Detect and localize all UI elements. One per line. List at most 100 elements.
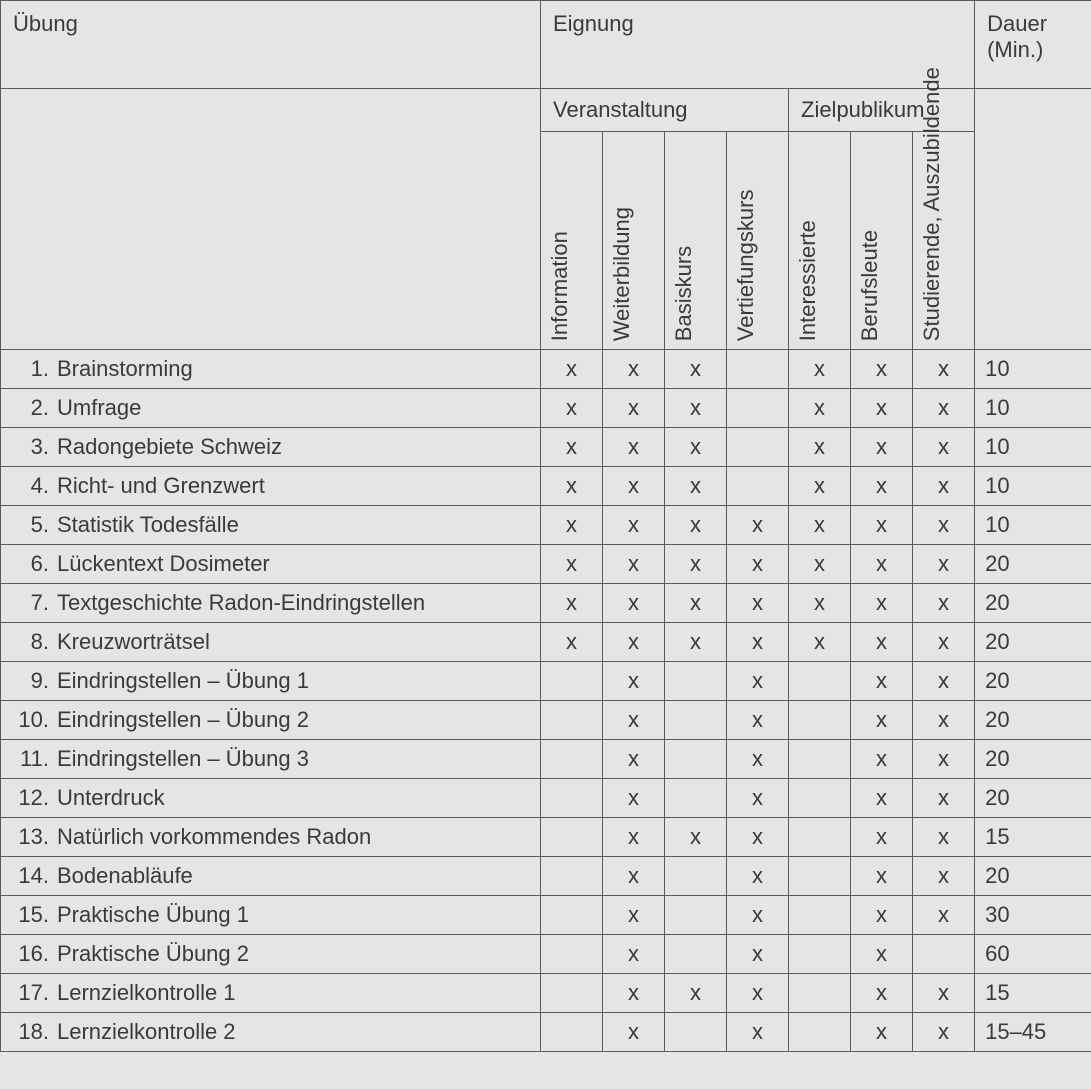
mark-cell: x — [851, 739, 913, 778]
col-studierende: Studierende, Auszubildende — [913, 131, 975, 349]
table-row: 17.Lernzielkontrolle 1xxxxx15 — [1, 973, 1091, 1012]
exercise-name: 5.Statistik Todesfälle — [1, 505, 541, 544]
table-row: 14.Bodenabläufexxxx20 — [1, 856, 1091, 895]
mark-cell: x — [727, 778, 789, 817]
mark-cell: x — [665, 388, 727, 427]
duration-cell: 10 — [975, 388, 1091, 427]
table-row: 1.Brainstormingxxxxxx10 — [1, 349, 1091, 388]
mark-cell: x — [603, 466, 665, 505]
mark-cell: x — [913, 661, 975, 700]
duration-cell: 20 — [975, 700, 1091, 739]
exercise-number: 15. — [5, 902, 49, 928]
exercise-name: 7.Textgeschichte Radon-Eindringstellen — [1, 583, 541, 622]
mark-cell — [665, 661, 727, 700]
exercise-title: Eindringstellen – Übung 1 — [49, 668, 309, 693]
mark-cell — [789, 1012, 851, 1051]
exercise-number: 14. — [5, 863, 49, 889]
mark-cell: x — [851, 427, 913, 466]
col-header-duration: Dauer (Min.) — [975, 1, 1091, 89]
duration-cell: 60 — [975, 934, 1091, 973]
mark-cell — [541, 778, 603, 817]
exercise-name: 18.Lernzielkontrolle 2 — [1, 1012, 541, 1051]
mark-cell: x — [851, 466, 913, 505]
exercise-number: 1. — [5, 356, 49, 382]
mark-cell: x — [913, 700, 975, 739]
table-row: 10.Eindringstellen – Übung 2xxxx20 — [1, 700, 1091, 739]
mark-cell: x — [603, 778, 665, 817]
mark-cell: x — [913, 388, 975, 427]
exercise-name: 12.Unterdruck — [1, 778, 541, 817]
mark-cell: x — [665, 505, 727, 544]
exercise-number: 3. — [5, 434, 49, 460]
exercise-title: Praktische Übung 1 — [49, 902, 249, 927]
exercise-name: 8.Kreuzworträtsel — [1, 622, 541, 661]
mark-cell: x — [665, 817, 727, 856]
col-basiskurs: Basiskurs — [665, 131, 727, 349]
mark-cell: x — [727, 505, 789, 544]
mark-cell — [913, 934, 975, 973]
mark-cell: x — [851, 505, 913, 544]
table-row: 9.Eindringstellen – Übung 1xxxx20 — [1, 661, 1091, 700]
exercise-name: 1.Brainstorming — [1, 349, 541, 388]
exercise-title: Praktische Übung 2 — [49, 941, 249, 966]
duration-cell: 20 — [975, 778, 1091, 817]
mark-cell — [665, 934, 727, 973]
duration-cell: 20 — [975, 661, 1091, 700]
duration-cell: 20 — [975, 739, 1091, 778]
exercise-title: Eindringstellen – Übung 3 — [49, 746, 309, 771]
mark-cell — [789, 934, 851, 973]
mark-cell: x — [913, 466, 975, 505]
mark-cell — [541, 895, 603, 934]
mark-cell: x — [913, 505, 975, 544]
mark-cell: x — [851, 856, 913, 895]
mark-cell: x — [913, 622, 975, 661]
exercise-title: Umfrage — [49, 395, 141, 420]
duration-cell: 10 — [975, 349, 1091, 388]
mark-cell: x — [789, 388, 851, 427]
mark-cell: x — [665, 544, 727, 583]
exercise-name: 14.Bodenabläufe — [1, 856, 541, 895]
table-body: 1.Brainstormingxxxxxx102.Umfragexxxxxx10… — [1, 349, 1091, 1051]
mark-cell: x — [541, 505, 603, 544]
exercise-title: Bodenabläufe — [49, 863, 193, 888]
mark-cell — [727, 466, 789, 505]
mark-cell — [665, 1012, 727, 1051]
mark-cell: x — [851, 349, 913, 388]
mark-cell: x — [727, 622, 789, 661]
exercise-name: 10.Eindringstellen – Übung 2 — [1, 700, 541, 739]
mark-cell: x — [727, 934, 789, 973]
mark-cell — [789, 661, 851, 700]
table-row: 16.Praktische Übung 2xxx60 — [1, 934, 1091, 973]
exercise-title: Natürlich vorkommendes Radon — [49, 824, 371, 849]
table-row: 4.Richt- und Grenzwertxxxxxx10 — [1, 466, 1091, 505]
exercise-number: 9. — [5, 668, 49, 694]
mark-cell — [727, 388, 789, 427]
mark-cell — [541, 700, 603, 739]
mark-cell — [665, 778, 727, 817]
exercise-title: Eindringstellen – Übung 2 — [49, 707, 309, 732]
mark-cell: x — [913, 778, 975, 817]
mark-cell: x — [541, 388, 603, 427]
mark-cell: x — [603, 1012, 665, 1051]
mark-cell: x — [851, 934, 913, 973]
mark-cell: x — [603, 817, 665, 856]
exercise-title: Radongebiete Schweiz — [49, 434, 282, 459]
mark-cell: x — [603, 856, 665, 895]
mark-cell — [541, 934, 603, 973]
mark-cell: x — [789, 583, 851, 622]
mark-cell: x — [913, 583, 975, 622]
mark-cell — [727, 427, 789, 466]
duration-cell: 20 — [975, 544, 1091, 583]
exercise-number: 18. — [5, 1019, 49, 1045]
mark-cell: x — [727, 856, 789, 895]
table-row: 12.Unterdruckxxxx20 — [1, 778, 1091, 817]
col-header-event: Veranstaltung — [541, 88, 789, 131]
mark-cell — [665, 895, 727, 934]
mark-cell — [789, 700, 851, 739]
exercises-table: Übung Eignung Dauer (Min.) Veranstaltung… — [0, 0, 1091, 1052]
exercise-number: 12. — [5, 785, 49, 811]
mark-cell: x — [851, 895, 913, 934]
exercise-name: 13.Natürlich vorkommendes Radon — [1, 817, 541, 856]
mark-cell: x — [603, 973, 665, 1012]
mark-cell — [541, 856, 603, 895]
